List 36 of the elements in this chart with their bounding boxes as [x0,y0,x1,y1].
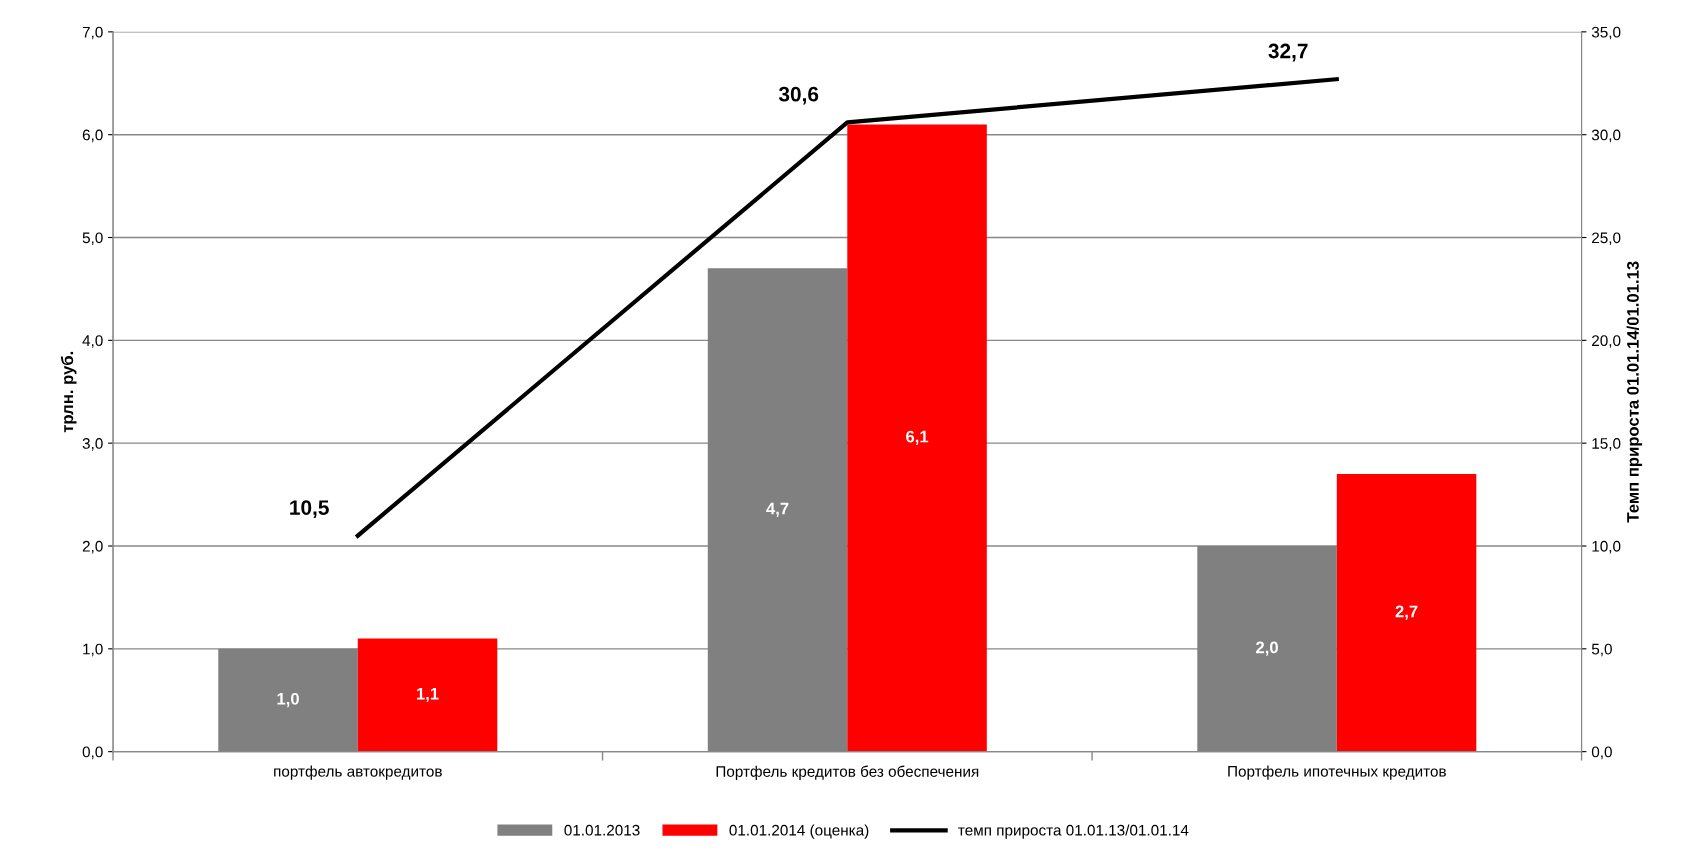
data-label: 2,0 [1256,641,1278,656]
y-axis-title: трлн. руб. [60,351,77,433]
y-tick-label: 4,0 [82,335,103,348]
x-tick-label: портфель автокредитов [274,765,442,780]
y2-tick-label: 0,0 [1591,746,1612,760]
bar [357,638,498,752]
bar [1336,474,1477,752]
y-tick-label: 1,0 [83,643,103,657]
data-label: 32,7 [1268,43,1308,62]
y-tick-label: 0,0 [82,746,103,760]
y-tick-label: 7,0 [82,26,103,40]
y-tick-label: 2,0 [82,540,103,554]
y2-tick-label: 15,0 [1592,438,1621,451]
data-label: 4,7 [766,502,789,517]
y2-tick-label: 35,0 [1591,26,1621,40]
data-label: 1,1 [417,687,439,702]
x-tick-label: Портфель ипотечных кредитов [1228,765,1446,780]
y2-axis-title: Темп прироста 01.01.14/01.01.13 [1626,261,1643,523]
legend-label: 01.01.2013 [564,824,640,836]
bar [847,124,987,752]
y2-tick-label: 10,0 [1592,540,1621,554]
data-label: 30,6 [778,86,819,105]
data-label: 10,5 [290,500,329,518]
y2-tick-label: 25,0 [1592,232,1621,245]
y-tick-label: 6,0 [82,129,103,143]
data-label: 2,7 [1395,605,1418,620]
y2-tick-label: 20,0 [1592,335,1621,348]
legend-label: темп прироста 01.01.13/01.01.14 [958,824,1189,839]
y-tick-label: 3,0 [82,438,103,451]
y2-tick-label: 30,0 [1591,129,1621,143]
legend-label: 01.01.2014 (оценка) [729,824,869,839]
data-label: 6,1 [906,430,929,445]
x-tick-label: Портфель кредитов без обеспечения [716,765,979,780]
y2-tick-label: 5,0 [1591,643,1612,657]
data-label: 1,0 [277,692,299,708]
y-tick-label: 5,0 [82,232,103,245]
